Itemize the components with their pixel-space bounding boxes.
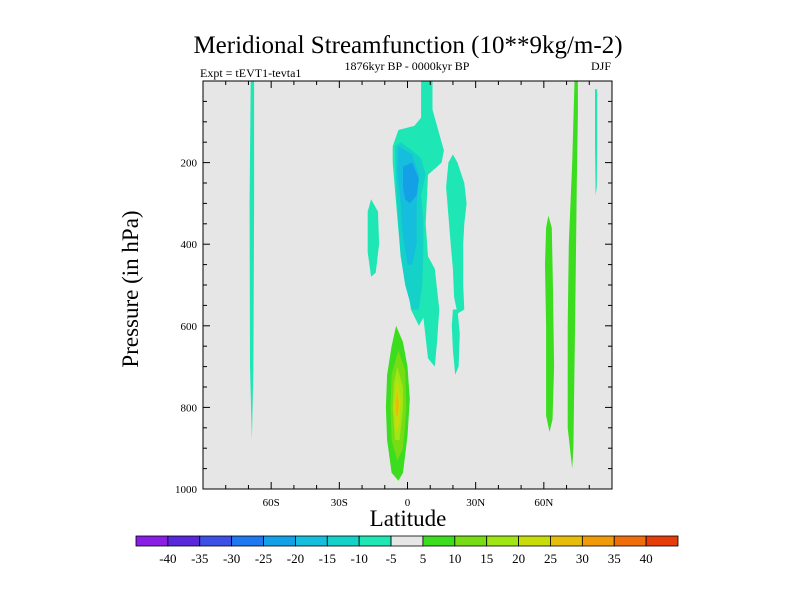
chart-title: Meridional Streamfunction (10**9kg/m-2) (193, 32, 622, 59)
contour-region-equatorial-negative-cell (403, 162, 419, 204)
contour-region-north-negative-sliver (595, 89, 598, 196)
colorbar-label: 5 (420, 551, 427, 566)
y-tick-label: 800 (181, 402, 198, 414)
colorbar-swatch (422, 535, 456, 547)
colorbar-label: -40 (159, 551, 176, 566)
colorbar: -40 -35 -30 -25 -20 -15 -10 -5 5 10 15 20 25 30 35 40 (135, 535, 679, 566)
colorbar-swatch (486, 535, 519, 547)
contour-region-north-positive-strip-75N (567, 81, 578, 469)
colorbar-swatch (645, 535, 679, 547)
colorbar-label: 35 (608, 551, 621, 566)
y-tick-label: 400 (181, 239, 198, 251)
colorbar-label: 40 (640, 551, 653, 566)
colorbar-swatch (326, 535, 360, 547)
colorbar-swatch (167, 535, 201, 547)
time-range-label: 1876kyr BP - 0000kyr BP (345, 59, 470, 73)
colorbar-swatch (263, 535, 296, 547)
y-tick-label: 200 (181, 158, 198, 170)
colorbar-swatch (358, 535, 392, 547)
colorbar-label: -5 (386, 551, 397, 566)
colorbar-swatch (613, 535, 647, 547)
colorbar-label: -35 (191, 551, 208, 566)
contour-region-narrow-70S-column (249, 81, 255, 440)
season-label: DJF (591, 59, 611, 73)
colorbar-label: 10 (448, 551, 461, 566)
y-tick-label: 600 (181, 321, 198, 333)
colorbar-label: -25 (255, 551, 272, 566)
colorbar-label: 20 (512, 551, 525, 566)
x-tick-label: 0 (405, 497, 411, 509)
colorbar-swatch (135, 535, 169, 547)
x-axis-label: Latitude (370, 506, 447, 531)
x-tick-label: 30S (331, 497, 348, 509)
colorbar-swatch (199, 535, 233, 547)
colorbar-label: 15 (480, 551, 493, 566)
plot-area: 60S 30S 0 30N 60N 200 400 600 800 1000 (175, 80, 613, 509)
experiment-label: Expt = tEVT1-tevta1 (200, 66, 301, 80)
colorbar-swatch (295, 535, 328, 547)
x-tick-label: 60S (263, 497, 280, 509)
colorbar-swatch (581, 535, 615, 547)
colorbar-swatch (518, 535, 551, 547)
contour-region-north-negative-strip-lower (451, 309, 460, 375)
contour-region-surface-positive-cell (395, 391, 399, 416)
x-tick-label: 30N (466, 497, 485, 509)
y-axis-label: Pressure (in hPa) (118, 210, 143, 367)
y-tick-label: 1000 (175, 484, 198, 496)
contour-region-north-positive-strip-60N (545, 215, 555, 432)
colorbar-label: -10 (351, 551, 368, 566)
colorbar-swatch (550, 535, 583, 547)
colorbar-label: 30 (576, 551, 589, 566)
contour-region-north-negative-strip (446, 154, 467, 314)
contour-regions (249, 81, 598, 481)
colorbar-label: -15 (319, 551, 336, 566)
axis-ticks: 60S 30S 0 30N 60N 200 400 600 800 1000 (175, 81, 613, 509)
colorbar-swatch (390, 535, 424, 547)
colorbar-label: 25 (544, 551, 557, 566)
x-tick-label: 60N (534, 497, 553, 509)
colorbar-label: -20 (287, 551, 304, 566)
colorbar-label: -30 (223, 551, 240, 566)
colorbar-swatch (454, 535, 488, 547)
contour-region-south-cell-edge (367, 199, 380, 277)
colorbar-swatch (231, 535, 264, 547)
